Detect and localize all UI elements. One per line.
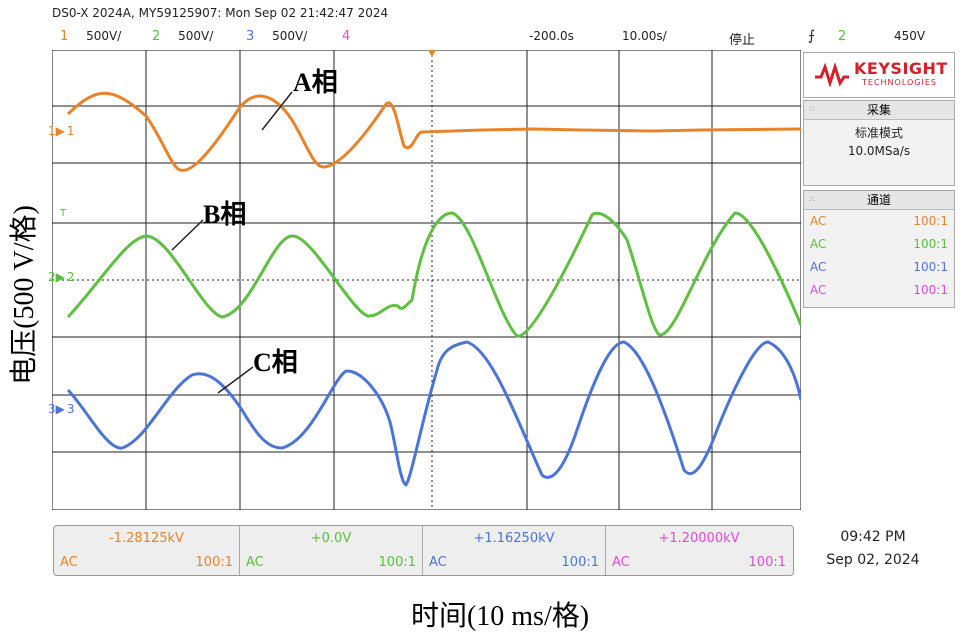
channel-3-number: 3 xyxy=(246,29,255,44)
measurement-channel-1[interactable]: -1.28125kV AC 100:1 xyxy=(54,526,240,575)
channel-row-probe: 100:1 xyxy=(913,214,948,228)
trigger-position-marker xyxy=(428,50,436,57)
channel-row-probe: 100:1 xyxy=(913,237,948,251)
phase-a-waveform xyxy=(66,91,802,172)
center-lines xyxy=(52,50,801,510)
channel-row-probe: 100:1 xyxy=(913,260,948,274)
measurement-coupling: AC xyxy=(246,555,264,570)
channel-2-marker-label: 2 xyxy=(48,270,56,284)
channel-2-ground-marker[interactable]: 2▶ 2 xyxy=(48,270,75,284)
acquire-rate: 10.0MSa/s xyxy=(847,144,911,158)
trigger-channel[interactable]: 2 xyxy=(838,29,847,44)
acquire-title-bar: ⁙ 采集 xyxy=(804,101,954,120)
measurement-probe: 100:1 xyxy=(748,555,786,570)
trigger-level[interactable]: 450V xyxy=(894,29,926,43)
trigger-edge-icon: ⨍ xyxy=(808,28,816,44)
channels-title: 通道 xyxy=(866,193,891,207)
measurement-probe: 100:1 xyxy=(195,555,233,570)
waveform-graticule xyxy=(51,49,803,511)
clock-date: Sep 02, 2024 xyxy=(826,552,920,568)
channel-2-header[interactable]: 2 500V/ xyxy=(152,29,213,44)
measurement-channel-3[interactable]: +1.16250kV AC 100:1 xyxy=(423,526,606,575)
measurement-value: +1.20000kV xyxy=(658,531,740,546)
phase-b-waveform xyxy=(66,211,803,338)
phase-a-label: A相 xyxy=(293,68,338,97)
acquire-title: 采集 xyxy=(866,103,891,117)
channel-row-coupling: AC xyxy=(810,214,827,228)
waveform-display[interactable] xyxy=(51,49,803,511)
phase-b-label: B相 xyxy=(203,200,247,229)
x-axis-label: 时间(10 ms/格) xyxy=(410,601,590,632)
channels-panel[interactable]: ⁙ 通道 AC 100:1 AC 100:1 AC 100:1 AC 100:1 xyxy=(803,190,955,308)
measurement-channel-4[interactable]: +1.20000kV AC 100:1 xyxy=(606,526,792,575)
time-offset[interactable]: -200.0s xyxy=(529,29,574,43)
channel-row-1[interactable]: AC 100:1 xyxy=(804,210,954,233)
channel-1-scale: 500V/ xyxy=(86,29,122,43)
acquire-panel[interactable]: ⁙ 采集 标准模式 10.0MSa/s xyxy=(803,100,955,186)
channel-2-scale: 500V/ xyxy=(178,29,214,43)
channel-row-4[interactable]: AC 100:1 xyxy=(804,279,954,302)
clock-time: 09:42 PM xyxy=(840,529,906,545)
channel-1-marker-label-2: 1 xyxy=(66,124,75,138)
channel-1-marker-label: 1 xyxy=(48,124,56,138)
measurement-coupling: AC xyxy=(60,555,78,570)
brand-panel: KEYSIGHT TECHNOLOGIES xyxy=(803,52,955,98)
brand-subtitle: TECHNOLOGIES xyxy=(862,78,937,87)
channel-1-number: 1 xyxy=(60,29,69,44)
measurement-coupling: AC xyxy=(429,555,447,570)
grip-icon: ⁙ xyxy=(808,105,816,115)
y-axis-label: 电压(500 V/格) xyxy=(9,205,40,385)
acquire-mode: 标准模式 xyxy=(854,126,903,140)
measurement-bar[interactable]: -1.28125kV AC 100:1 +0.0V AC 100:1 +1.16… xyxy=(53,525,794,576)
channel-row-2[interactable]: AC 100:1 xyxy=(804,233,954,256)
measurement-probe: 100:1 xyxy=(561,555,599,570)
channel-1-ground-marker[interactable]: 1▶ 1 xyxy=(48,124,75,138)
channels-title-bar: ⁙ 通道 xyxy=(804,191,954,210)
channel-row-probe: 100:1 xyxy=(913,283,948,297)
measurement-value: -1.28125kV xyxy=(109,531,184,546)
channel-3-ground-marker[interactable]: 3▶ 3 xyxy=(48,402,75,416)
channel-row-coupling: AC xyxy=(810,237,827,251)
phase-c-label: C相 xyxy=(253,348,298,377)
measurement-value: +1.16250kV xyxy=(473,531,555,546)
channel-1-header[interactable]: 1 500V/ xyxy=(60,29,121,44)
channel-row-coupling: AC xyxy=(810,283,827,297)
measurement-probe: 100:1 xyxy=(378,555,416,570)
keysight-logo-icon xyxy=(815,63,849,87)
measurement-channel-2[interactable]: +0.0V AC 100:1 xyxy=(240,526,423,575)
trigger-level-marker[interactable]: T xyxy=(60,208,66,219)
trigger-marker-label: T xyxy=(60,208,67,219)
measurement-value: +0.0V xyxy=(310,531,352,546)
channel-4-number: 4 xyxy=(342,29,351,44)
channel-3-marker-label-2: 3 xyxy=(66,402,75,416)
channel-row-3[interactable]: AC 100:1 xyxy=(804,256,954,279)
scope-title: DS0-X 2024A, MY59125907: Mon Sep 02 21:4… xyxy=(52,6,389,20)
channel-4-header[interactable]: 4 xyxy=(342,29,350,44)
channel-3-header[interactable]: 3 500V/ xyxy=(246,29,307,44)
channel-row-coupling: AC xyxy=(810,260,827,274)
run-state[interactable]: 停止 xyxy=(729,33,756,48)
channel-2-marker-label-2: 2 xyxy=(66,270,75,284)
channel-2-number: 2 xyxy=(152,29,161,44)
time-scale[interactable]: 10.00s/ xyxy=(622,29,667,43)
grip-icon: ⁙ xyxy=(808,195,816,205)
channel-3-scale: 500V/ xyxy=(272,29,308,43)
channel-3-marker-label: 3 xyxy=(48,402,56,416)
brand-name: KEYSIGHT xyxy=(854,59,948,78)
measurement-coupling: AC xyxy=(612,555,630,570)
